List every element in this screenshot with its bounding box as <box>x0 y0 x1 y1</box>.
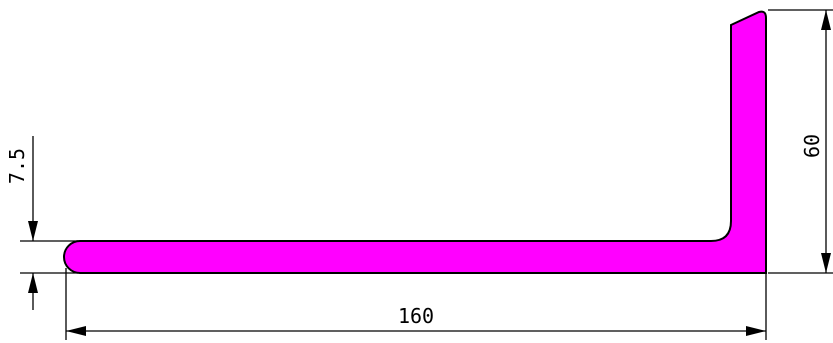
height-dimension-label: 60 <box>800 134 824 158</box>
l-profile-section <box>63 10 767 274</box>
thickness-dimension-label: 7.5 <box>5 148 29 184</box>
width-arrow-left <box>66 326 86 336</box>
thickness-arrow-top <box>28 221 38 241</box>
width-arrow-right <box>746 326 766 336</box>
height-arrow-top <box>821 10 831 30</box>
thickness-arrow-bottom <box>28 273 38 293</box>
width-dimension-label: 160 <box>398 304 434 328</box>
height-arrow-bottom <box>821 253 831 273</box>
